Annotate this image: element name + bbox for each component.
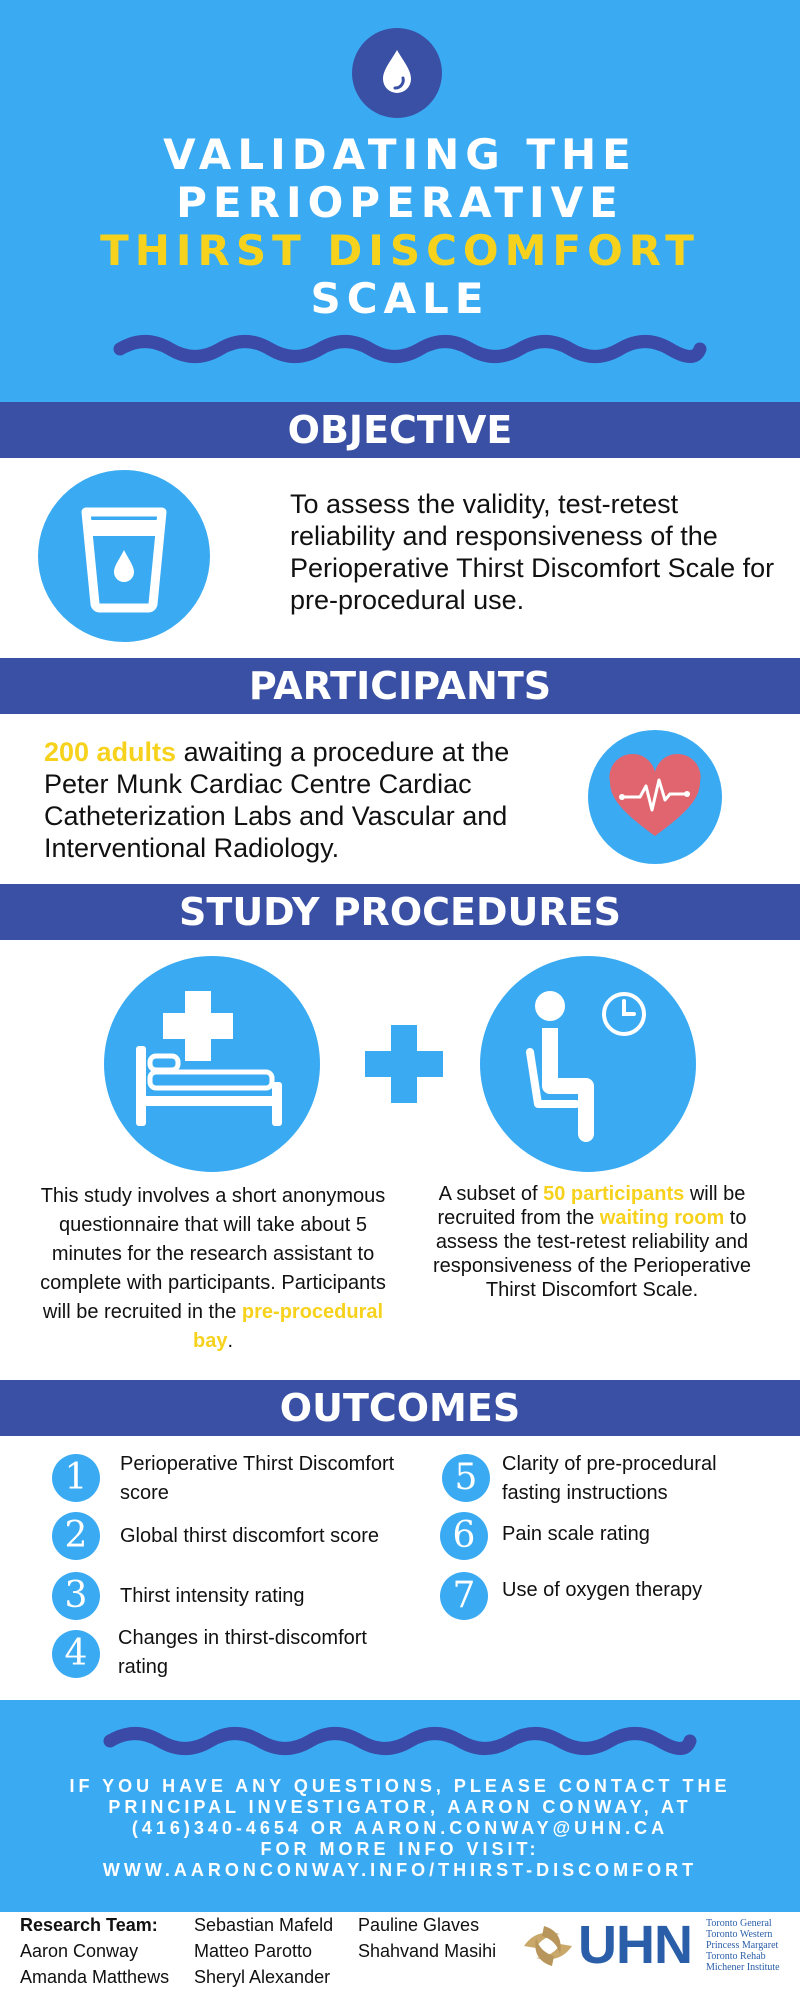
outcomes-heading-text: OUTCOMES [279,1386,521,1430]
procedures-right-part3: to assess the test-retest reliability an… [433,1207,751,1301]
uhn-site: Toronto Rehab [706,1951,766,1962]
title-line-3: THIRST DISCOMFORT [100,226,700,275]
outcome-text-7: Use of oxygen therapy [502,1579,703,1601]
hospital-bed-icon [104,956,320,1172]
outcome-text-4: Changes in thirst-discomfort rating [118,1627,367,1678]
outcome-text-5: Clarity of pre-procedural fasting instru… [502,1453,717,1504]
outcome-number-3: 3 [52,1572,100,1620]
outcome-text-3: Thirst intensity rating [120,1585,305,1607]
procedures-left-body: This study involves a short anonymous qu… [40,1185,386,1323]
procedures-right-part2: will be recruited from the [437,1183,746,1229]
participants-body: awaiting a procedure at the Peter Munk C… [44,737,510,863]
outcome-number-1: 1 [52,1454,100,1502]
water-drop-icon [352,28,442,118]
outcome-text-2: Global thirst discomfort score [120,1525,379,1547]
outcome-number-6: 6 [440,1512,488,1560]
team-label: Research Team: [20,1915,158,1935]
wave-divider-bottom [103,1727,697,1755]
team-member: Pauline Glaves [358,1915,480,1935]
uhn-site: Michener Institute [706,1962,780,1973]
procedures-left-text: This study involves a short anonymous qu… [36,1182,390,1356]
team-member: Sebastian Mafeld [194,1915,334,1935]
contact-line-3[interactable]: (416)340-4654 OR AARON.CONWAY@UHN.CA [131,1818,669,1838]
participants-heading: PARTICIPANTS [0,658,800,714]
water-glass-icon [38,470,210,642]
uhn-logo-text: UHN [578,1915,693,1975]
uhn-logo-icon [524,1926,572,1966]
participants-heading-text: PARTICIPANTS [248,664,552,708]
procedures-left-highlight: pre-procedural bay [192,1301,384,1352]
contact-line-1: IF YOU HAVE ANY QUESTIONS, PLEASE CONTAC… [69,1776,731,1796]
outcome-text-1: Perioperative Thirst Discomfort score [120,1453,395,1504]
team-member: Aaron Conway [20,1941,139,1961]
uhn-site: Princess Margaret [706,1940,779,1951]
procedures-left-end: . [227,1330,234,1352]
outcome-number-2: 2 [52,1512,100,1560]
procedures-heading: STUDY PROCEDURES [0,884,800,940]
uhn-site: Toronto General [706,1918,772,1929]
title-line-1: VALIDATING THE [163,130,637,179]
procedures-right-highlight2: waiting room [599,1207,725,1229]
uhn-sites: Toronto General Toronto Western Princess… [706,1918,792,1973]
team-member: Amanda Matthews [20,1967,170,1987]
participants-highlight: 200 adults [44,737,177,767]
team-member: Sheryl Alexander [194,1967,331,1987]
uhn-logo: UHN Toronto General Toronto Western Prin… [520,1914,792,1976]
title-line-4: SCALE [310,274,490,323]
outcome-number-7: 7 [440,1572,488,1620]
waiting-room-icon [480,956,696,1172]
team-member: Shahvand Masihi [358,1941,497,1961]
objective-text: To assess the validity, test-retest reli… [290,489,775,615]
outcomes-heading: OUTCOMES [0,1380,800,1436]
procedures-right-highlight1: 50 participants [543,1183,685,1205]
heart-pulse-icon [588,730,722,864]
objective-heading: OBJECTIVE [0,402,800,458]
contact-line-2: PRINCIPAL INVESTIGATOR, AARON CONWAY, AT [108,1797,692,1817]
contact-line-4: FOR MORE INFO VISIT: [260,1839,540,1859]
title-line-2: PERIOPERATIVE [176,178,624,227]
objective-heading-text: OBJECTIVE [287,408,513,452]
outcome-number-5: 5 [442,1454,490,1502]
procedures-right-part1: A subset of [438,1183,544,1205]
plus-icon [365,1025,443,1103]
uhn-site: Toronto Western [706,1929,773,1940]
participants-text: 200 adults awaiting a procedure at the P… [44,736,564,864]
outcome-text-6: Pain scale rating [502,1523,650,1545]
procedures-right-text: A subset of 50 participants will be recr… [414,1182,770,1302]
contact-url[interactable]: WWW.AARONCONWAY.INFO/THIRST-DISCOMFORT [102,1860,698,1880]
procedures-heading-text: STUDY PROCEDURES [179,890,621,934]
wave-divider-top [113,335,707,363]
outcome-number-4: 4 [52,1630,100,1678]
team-member: Matteo Parotto [194,1941,313,1961]
